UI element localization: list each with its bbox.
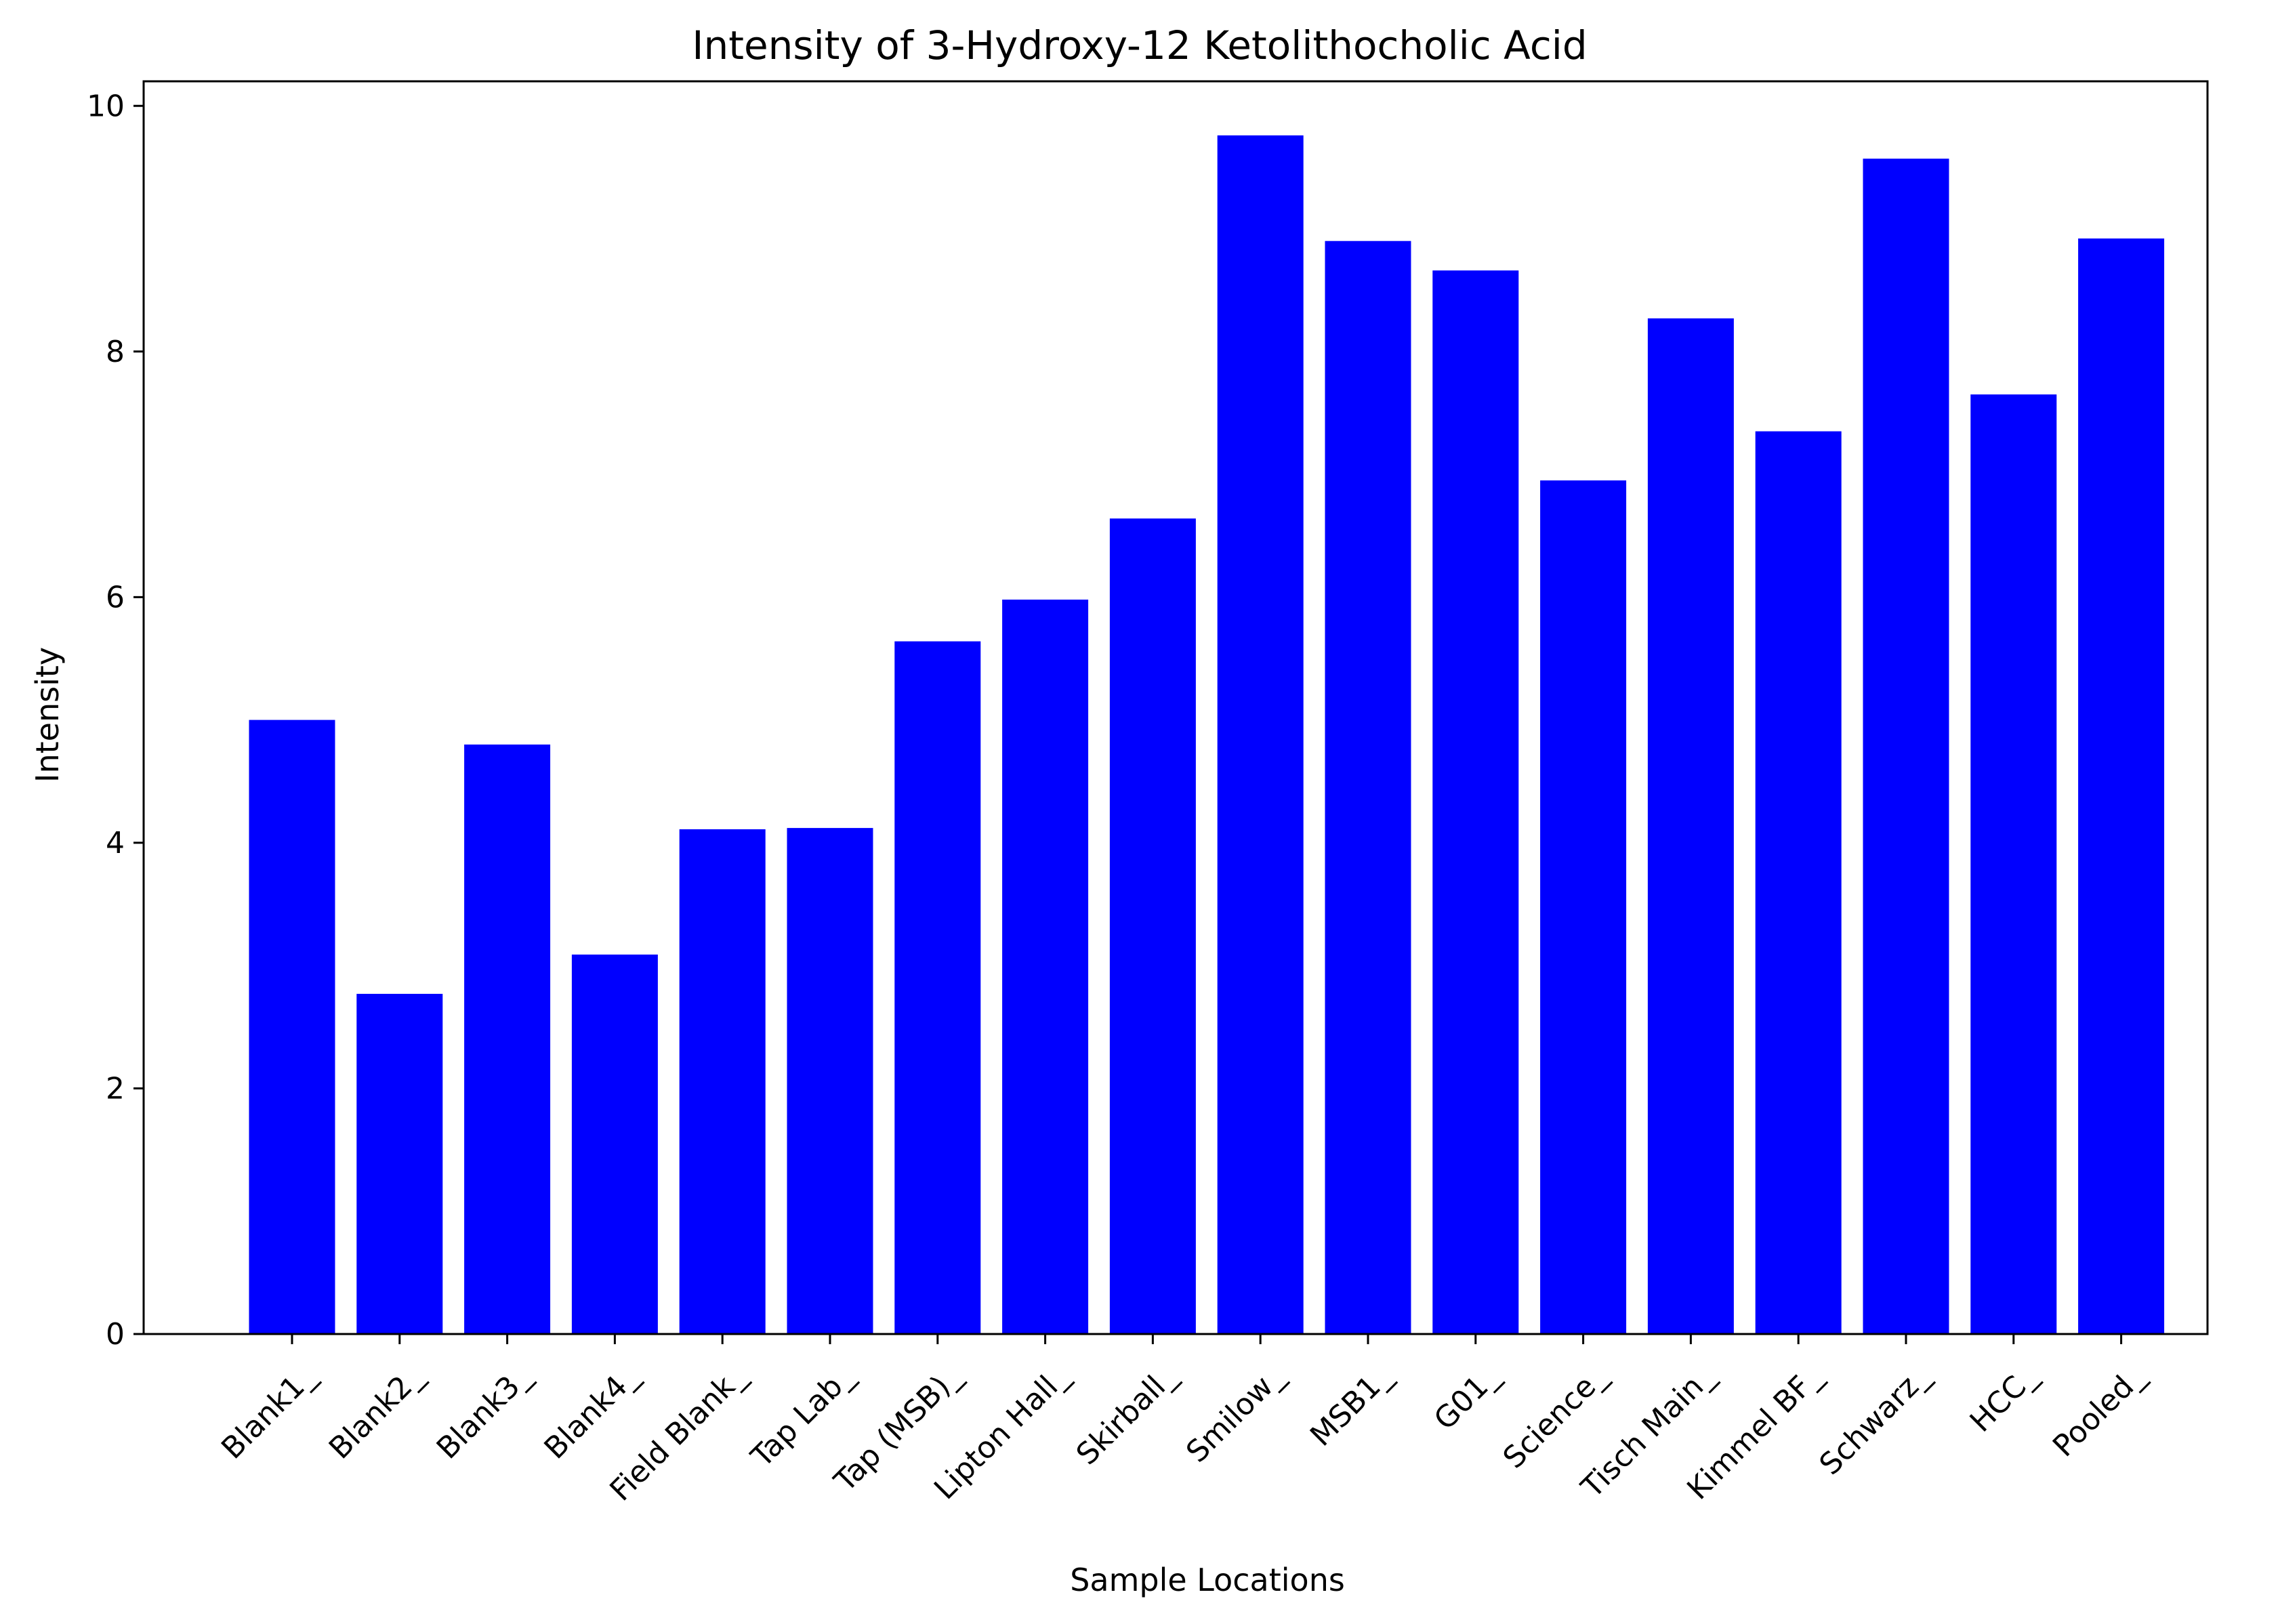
bar-1 [356,993,443,1334]
y-tick-label-1: 2 [106,1071,125,1106]
bar-9 [1217,135,1304,1334]
plot-frame [142,80,2209,1335]
bar-13 [1647,318,1734,1334]
y-tick-label-4: 8 [106,335,125,369]
bar-15 [1863,159,1949,1335]
bar-0 [249,720,335,1334]
bar-8 [1109,518,1196,1334]
bar-4 [679,829,766,1334]
x-axis-label: Sample Locations [1070,1562,1345,1598]
chart-title: Intensity of 3-Hydroxy-12 Ketolithocholi… [692,22,1587,68]
y-axis: 0 2 4 6 8 10 [87,89,144,1352]
bar-14 [1755,431,1842,1334]
bar-7 [1002,600,1089,1334]
y-tick-label-3: 6 [106,580,125,615]
bar-5 [787,828,873,1334]
y-tick-label-0: 0 [106,1317,125,1352]
y-tick-label-5: 10 [87,89,125,123]
bar-12 [1540,480,1627,1334]
bar-16 [1970,394,2057,1335]
bar-3 [571,954,658,1334]
bar-6 [894,641,981,1334]
bars-group [249,135,2165,1335]
y-axis-label: Intensity [29,647,66,783]
bar-2 [464,744,551,1334]
bar-17 [2078,238,2165,1334]
bar-11 [1432,270,1519,1335]
bar-10 [1325,241,1411,1335]
y-tick-label-2: 4 [106,826,125,860]
